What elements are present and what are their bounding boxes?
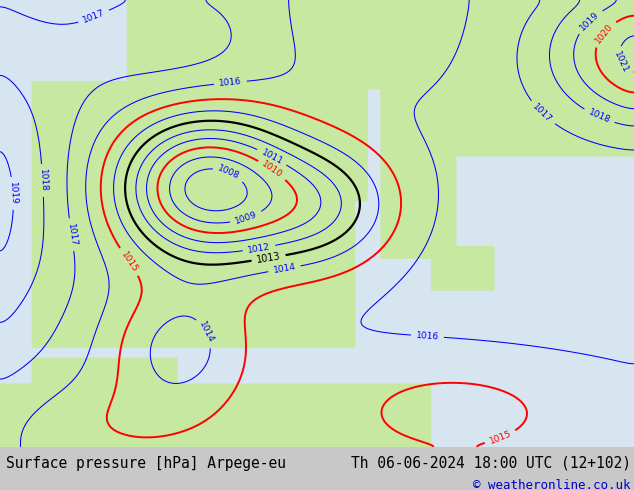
Text: 1013: 1013 [256,251,281,265]
Text: 1010: 1010 [261,160,284,180]
Text: Th 06-06-2024 18:00 UTC (12+102): Th 06-06-2024 18:00 UTC (12+102) [351,456,631,471]
Text: 1008: 1008 [216,164,241,181]
Text: © weatheronline.co.uk: © weatheronline.co.uk [474,479,631,490]
Text: 1012: 1012 [247,242,271,255]
Text: 1017: 1017 [65,222,77,246]
Text: 1019: 1019 [8,182,18,205]
Text: 1014: 1014 [197,320,216,345]
Text: 1021: 1021 [612,49,630,74]
Text: 1017: 1017 [531,102,553,124]
Text: 1020: 1020 [593,21,614,45]
Text: 1009: 1009 [234,210,259,226]
Text: 1016: 1016 [416,331,439,342]
Text: 1019: 1019 [578,10,601,32]
Text: 1018: 1018 [586,108,611,125]
Text: Surface pressure [hPa] Arpege-eu: Surface pressure [hPa] Arpege-eu [6,456,287,471]
Text: 1015: 1015 [488,429,513,446]
Text: 1018: 1018 [37,169,48,192]
Text: 1011: 1011 [260,147,284,166]
Text: 1016: 1016 [219,77,242,88]
Text: 1015: 1015 [119,250,139,274]
Text: 1017: 1017 [81,8,106,25]
Text: 1014: 1014 [273,263,297,275]
